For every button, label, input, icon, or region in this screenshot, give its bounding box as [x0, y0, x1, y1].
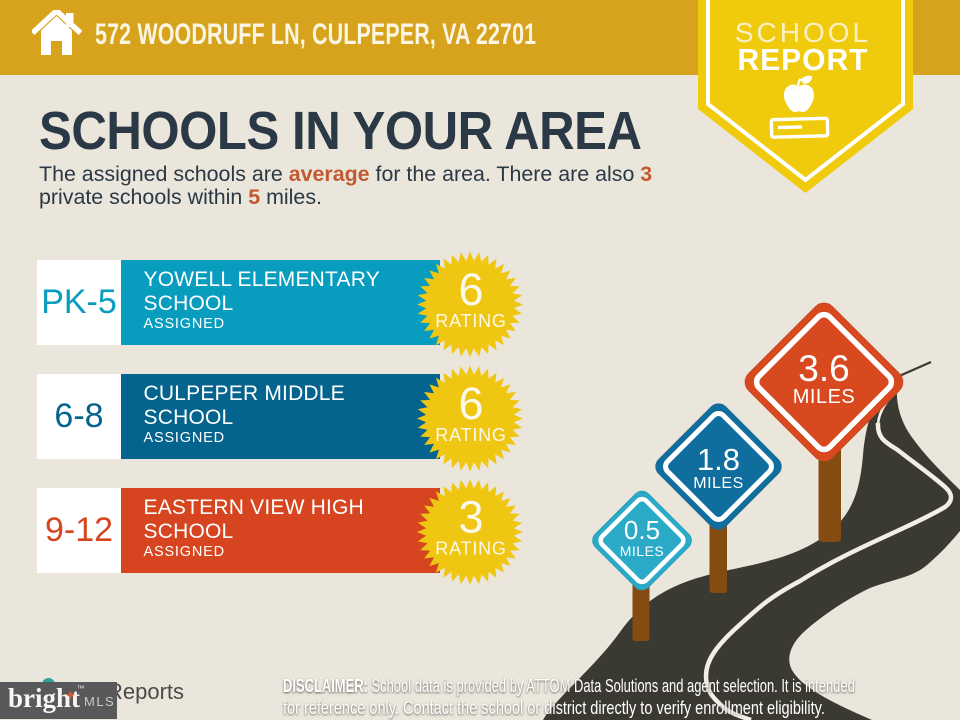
svg-text:RATING: RATING: [435, 311, 506, 331]
svg-text:MILES: MILES: [793, 386, 856, 408]
svg-text:RATING: RATING: [435, 539, 506, 559]
svg-text:1.8: 1.8: [697, 442, 740, 477]
svg-text:6: 6: [458, 264, 483, 315]
svg-text:3.6: 3.6: [798, 348, 849, 389]
svg-text:0.5: 0.5: [624, 515, 660, 545]
svg-text:SCHOOL: SCHOOL: [735, 17, 871, 48]
svg-text:3: 3: [458, 492, 483, 543]
svg-text:MILES: MILES: [693, 475, 744, 492]
svg-text:MILES: MILES: [620, 543, 665, 559]
svg-text:REPORT: REPORT: [737, 43, 868, 78]
svg-text:RATING: RATING: [435, 425, 506, 445]
svg-text:6: 6: [458, 378, 483, 429]
